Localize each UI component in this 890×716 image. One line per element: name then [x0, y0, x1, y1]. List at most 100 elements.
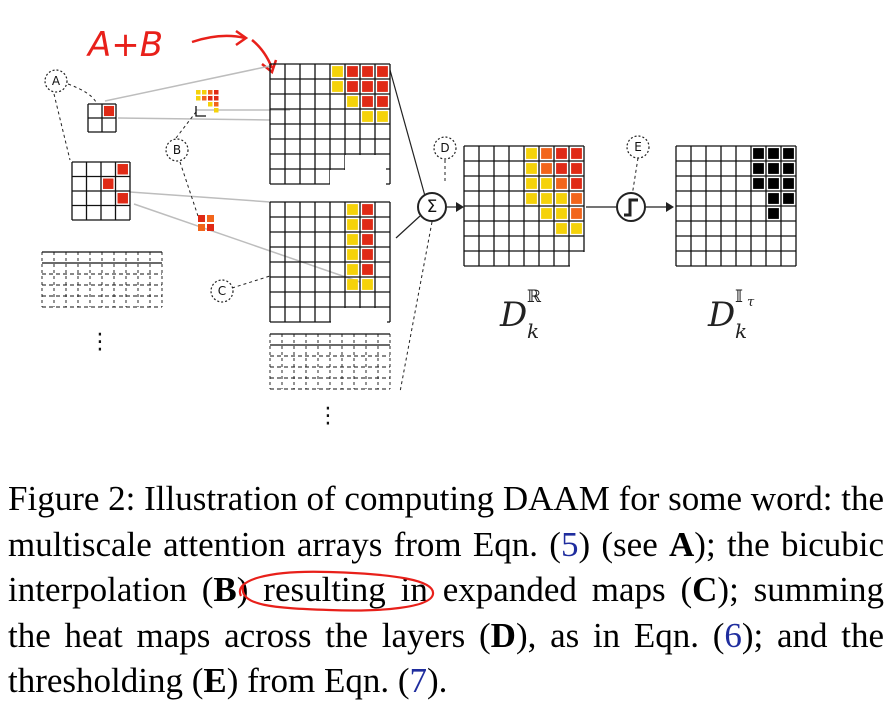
heat-cell	[196, 96, 201, 101]
attention-map-small	[87, 103, 117, 133]
grid-lines	[269, 201, 391, 323]
svg-text:Σ: Σ	[427, 197, 438, 217]
heat-cell	[571, 223, 582, 234]
leader-e	[631, 157, 639, 197]
heat-cell	[362, 249, 373, 260]
label-c: C	[210, 279, 234, 303]
caption-figure-label: Figure 2:	[8, 479, 136, 518]
heat-cell	[362, 111, 373, 122]
heat-cell	[208, 90, 213, 95]
heat-cell	[526, 193, 537, 204]
heat-cell	[768, 148, 779, 159]
grid-mask	[330, 170, 386, 186]
heat-cell	[103, 105, 115, 117]
heat-cell	[556, 178, 567, 189]
d-real-label: D ℝ k	[499, 287, 542, 343]
heat-cell	[783, 148, 794, 159]
caption-bold-b: B	[213, 570, 237, 609]
heat-cell	[117, 193, 128, 204]
heat-cell	[541, 208, 552, 219]
grid-mask	[331, 308, 387, 324]
heat-cell	[207, 215, 214, 222]
heat-cell	[196, 90, 201, 95]
heat-cell	[556, 193, 567, 204]
svg-text:C: C	[218, 284, 226, 298]
leader-a1	[67, 83, 97, 103]
eqn-ref-5[interactable]: 5	[560, 524, 579, 564]
daam-figure: A+B ⋮ ⋮ A B C D E	[41, 25, 797, 429]
eqn-ref-6[interactable]: 6	[724, 615, 742, 655]
leader-b2	[179, 161, 199, 217]
heat-cell	[198, 215, 205, 222]
heat-cell	[541, 163, 552, 174]
label-e: E	[626, 135, 650, 159]
heat-cell	[526, 148, 537, 159]
caption-text: ); and the thresholding (	[8, 615, 884, 701]
svg-text:A: A	[52, 74, 61, 88]
interpolated-patch-bottom	[198, 215, 214, 231]
thresholded-map	[675, 145, 797, 267]
svg-text:k: k	[527, 319, 539, 343]
heat-cell	[347, 81, 358, 92]
caption-text: ) resulting in expanded maps (	[236, 570, 693, 609]
heat-cell	[347, 234, 358, 245]
summed-heat-map	[463, 145, 585, 267]
figure-caption: Figure 2: Illustration of computing DAAM…	[8, 476, 884, 704]
figure-canvas: A+B ⋮ ⋮ A B C D E	[41, 25, 797, 429]
layer-stacks	[41, 251, 391, 390]
svg-text:D: D	[707, 295, 735, 335]
heat-cell	[571, 148, 582, 159]
grid-lines	[87, 103, 117, 133]
heat-cell	[377, 111, 388, 122]
heat-cell	[347, 249, 358, 260]
attention-map-medium	[71, 161, 131, 221]
eqn-ref-7[interactable]: 7	[409, 661, 427, 700]
arrowhead	[456, 202, 464, 212]
heat-cell	[556, 163, 567, 174]
caption-text: ).	[426, 661, 448, 700]
grid-mask	[570, 252, 587, 268]
heat-cell	[377, 81, 388, 92]
caption-bold-c: C	[692, 570, 718, 609]
leader-stack	[399, 221, 433, 393]
grid-lines	[463, 145, 585, 267]
heat-cell	[202, 96, 207, 101]
expanded-map-bottom	[269, 201, 391, 323]
layer-stack-middle	[269, 333, 391, 390]
heat-cell	[526, 178, 537, 189]
heat-cell	[377, 96, 388, 107]
svg-text:k: k	[735, 319, 747, 343]
attention-grids	[71, 63, 797, 324]
label-a: A	[44, 69, 68, 93]
caption-text: ) from Eqn. (	[226, 661, 410, 700]
heat-cell	[783, 178, 794, 189]
heat-cell	[362, 204, 373, 215]
svg-text:D: D	[499, 295, 527, 335]
svg-text:ℝ: ℝ	[527, 287, 542, 307]
label-d: D	[433, 136, 457, 160]
heat-cell	[768, 178, 779, 189]
heat-cell	[198, 224, 205, 231]
grid-lines	[195, 106, 206, 117]
heat-cell	[571, 193, 582, 204]
heat-cell	[207, 224, 214, 231]
connector-line	[129, 191, 271, 203]
heat-cell	[768, 208, 779, 219]
heat-cell	[362, 234, 373, 245]
heat-cell	[208, 96, 213, 101]
leader-a2	[53, 93, 71, 161]
heat-cell	[103, 178, 114, 189]
heat-cell	[768, 163, 779, 174]
heat-cell	[526, 163, 537, 174]
annotation-arrow-stroke	[191, 34, 246, 44]
grid-lines	[675, 145, 797, 267]
heat-cell	[783, 193, 794, 204]
sum-node: Σ	[417, 192, 447, 222]
heat-cell	[571, 208, 582, 219]
heat-cell	[362, 279, 373, 290]
heat-cell	[571, 178, 582, 189]
svg-text:𝕀: 𝕀	[735, 287, 743, 307]
svg-text:E: E	[634, 140, 642, 154]
connector-line	[104, 65, 271, 102]
heat-cell	[117, 164, 128, 175]
